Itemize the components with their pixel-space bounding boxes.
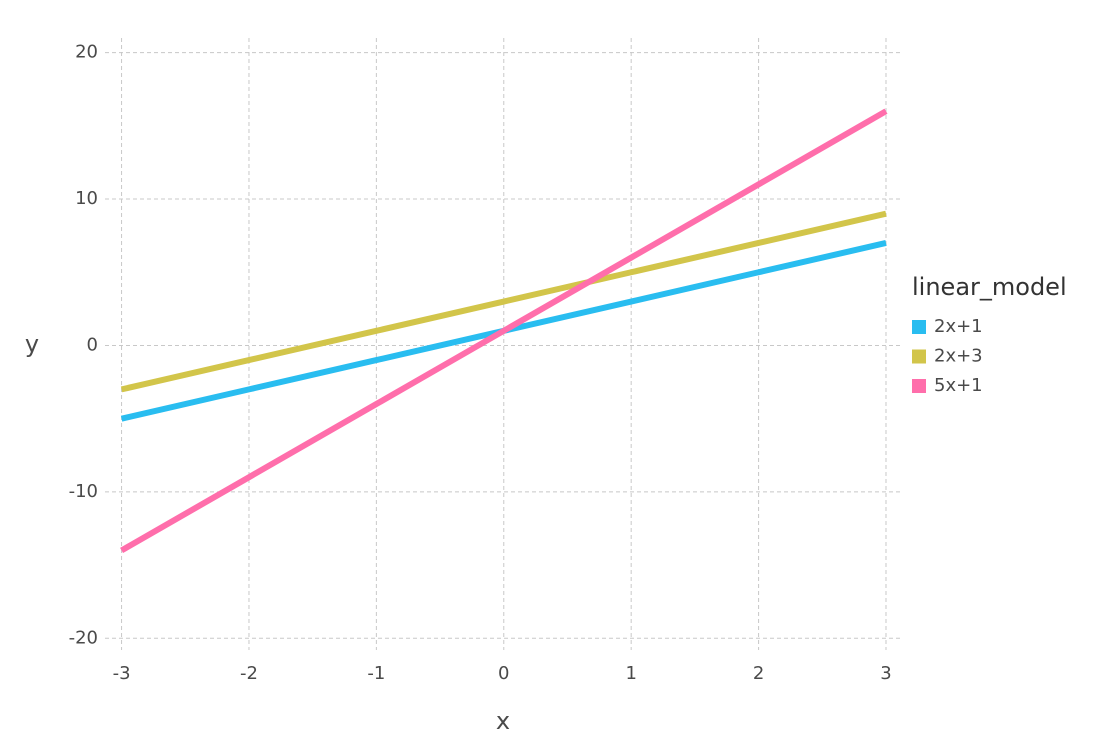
x-tick-label: 1 — [625, 663, 636, 684]
x-tick-label: 2 — [753, 663, 764, 684]
legend-swatch — [912, 379, 926, 393]
y-axis-label: y — [25, 330, 39, 358]
y-tick-label: 20 — [75, 42, 98, 63]
y-tick-label: 0 — [87, 334, 98, 355]
x-tick-label: -1 — [367, 663, 385, 684]
legend-swatch — [912, 349, 926, 364]
x-tick-label: -3 — [113, 663, 131, 684]
legend-label: 5x+1 — [934, 375, 983, 396]
x-tick-label: -2 — [240, 663, 258, 684]
y-tick-label: -20 — [69, 627, 98, 648]
legend-title: linear_model — [912, 273, 1067, 301]
legend-label: 2x+1 — [934, 316, 983, 337]
legend-swatch — [912, 320, 926, 334]
y-tick-label: -10 — [69, 481, 98, 502]
x-axis-label: x — [496, 707, 510, 735]
x-tick-label: 0 — [498, 663, 509, 684]
y-tick-label: 10 — [75, 188, 98, 209]
x-tick-label: 3 — [880, 663, 891, 684]
legend-label: 2x+3 — [934, 346, 983, 367]
series-line — [120, 108, 888, 554]
series-line — [120, 210, 887, 393]
